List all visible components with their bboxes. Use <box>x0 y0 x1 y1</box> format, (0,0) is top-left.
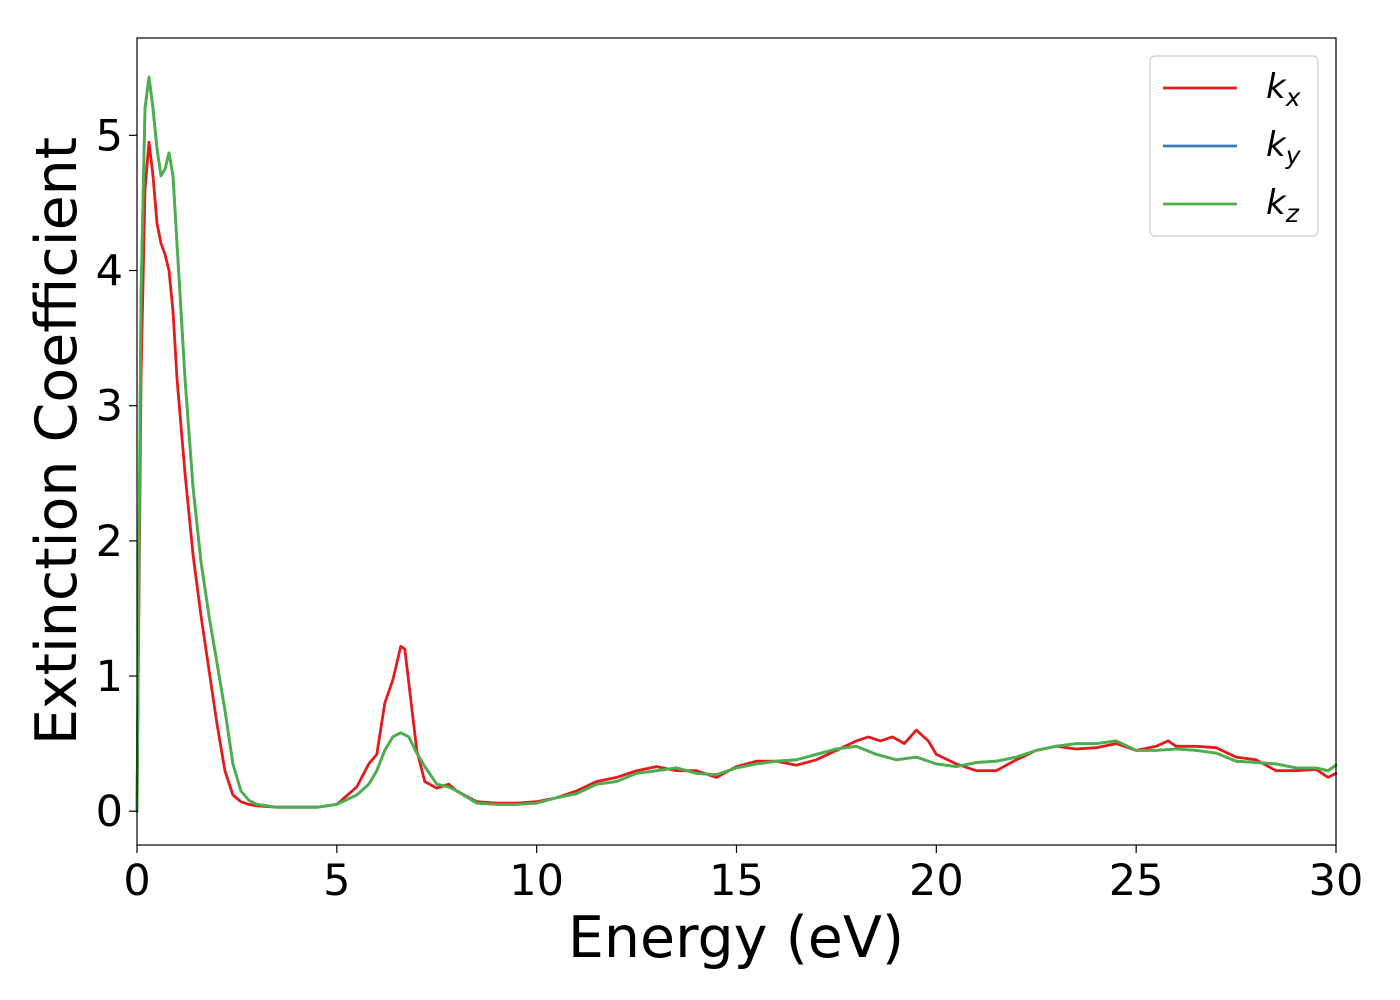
y-axis-ticks: 0 1 2 3 4 5 <box>96 111 137 837</box>
x-axis-label: Energy (eV) <box>568 905 904 971</box>
x-tick-label: 20 <box>909 856 964 906</box>
series-line-x <box>135 140 1338 813</box>
legend-label-x: kx <box>1266 67 1301 112</box>
series-line-z <box>135 75 1338 813</box>
y-tick-label: 4 <box>96 247 123 297</box>
y-tick-label: 1 <box>96 652 123 702</box>
x-tick-label: 30 <box>1309 856 1364 906</box>
legend-label-y: ky <box>1266 125 1302 170</box>
legend-label-z: kz <box>1266 183 1300 228</box>
y-tick-label: 0 <box>96 787 123 837</box>
y-axis-label: Extinction Coefficient <box>24 137 90 745</box>
legend: kx ky kz <box>1149 55 1319 237</box>
x-tick-label: 0 <box>123 856 150 906</box>
y-tick-label: 2 <box>96 517 123 567</box>
x-tick-label: 15 <box>709 856 764 906</box>
y-tick-label: 5 <box>96 111 123 161</box>
x-tick-label: 25 <box>1109 856 1164 906</box>
y-tick-label: 3 <box>96 382 123 432</box>
series-layer <box>135 75 1338 813</box>
x-axis-ticks: 0 5 10 15 20 25 30 <box>123 845 1363 906</box>
x-tick-label: 5 <box>323 856 350 906</box>
x-tick-label: 10 <box>509 856 564 906</box>
